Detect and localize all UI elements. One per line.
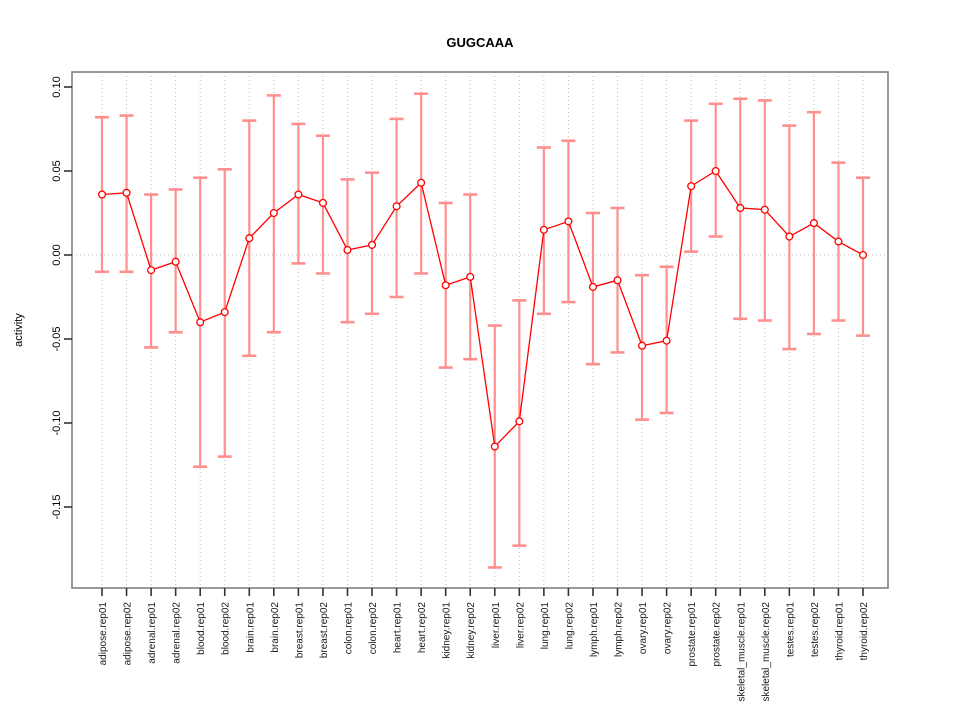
data-point xyxy=(858,250,868,260)
plot-frame xyxy=(71,71,889,589)
x-tick-label: adrenal.rep02 xyxy=(172,602,183,664)
x-tick-label: brain.rep02 xyxy=(270,602,281,653)
x-tick-label: liver.rep02 xyxy=(515,602,526,649)
x-tick-label: prostate.rep02 xyxy=(712,602,723,667)
chart-title: GUGCAAA xyxy=(446,35,514,50)
data-point xyxy=(515,417,524,426)
x-tick-label: thyroid.rep02 xyxy=(859,602,870,661)
y-tick-label: 0.05 xyxy=(51,160,63,181)
y-tick-label: 0.00 xyxy=(51,244,63,265)
x-tick-label: lymph.rep02 xyxy=(614,602,625,657)
data-point xyxy=(196,318,205,327)
data-point xyxy=(220,308,229,317)
x-tick-label: prostate.rep01 xyxy=(687,602,698,667)
data-point xyxy=(367,240,377,249)
x-tick-label: lung.rep02 xyxy=(564,602,575,650)
x-tick-label: testes.rep02 xyxy=(810,602,821,657)
data-point xyxy=(760,205,769,214)
x-axis: adipose.rep01 adipose.rep02 adrenal.rep01 a… xyxy=(98,588,870,702)
y-axis: 0.10 0.05 0.00 -0.05 -0.10 -0.15 xyxy=(51,76,72,520)
x-tick-label: ovary.rep01 xyxy=(638,602,649,655)
data-point xyxy=(638,341,647,350)
x-tick-label: colon.rep01 xyxy=(343,602,354,655)
data-point xyxy=(466,272,475,281)
data-point xyxy=(588,282,598,291)
data-point xyxy=(539,225,548,234)
x-tick-label: heart.rep01 xyxy=(393,602,404,654)
data-point xyxy=(662,336,671,345)
x-tick-label: breast.rep01 xyxy=(294,602,305,659)
data-point xyxy=(564,217,573,226)
data-point xyxy=(392,202,401,211)
x-tick-label: testes.rep01 xyxy=(785,602,796,657)
data-point xyxy=(269,208,278,218)
data-point xyxy=(122,188,131,197)
data-point xyxy=(711,166,720,176)
y-tick-label: 0.10 xyxy=(51,76,63,97)
y-tick-label: -0.05 xyxy=(51,326,63,351)
data-point xyxy=(147,266,156,275)
x-tick-label: skeletal_muscle.rep02 xyxy=(761,602,772,702)
y-tick-label: -0.10 xyxy=(51,410,63,435)
data-point xyxy=(490,442,499,451)
data-point xyxy=(318,198,327,207)
x-tick-label: breast.rep02 xyxy=(319,602,330,659)
x-tick-label: blood.rep02 xyxy=(221,602,232,655)
x-tick-label: blood.rep01 xyxy=(196,602,207,655)
x-tick-label: kidney.rep01 xyxy=(442,602,453,659)
x-tick-label: colon.rep02 xyxy=(368,602,379,655)
x-tick-label: lung.rep01 xyxy=(540,602,551,650)
x-tick-label: ovary.rep02 xyxy=(663,602,674,655)
x-tick-label: adipose.rep02 xyxy=(123,602,134,666)
data-line xyxy=(101,170,864,448)
data-point xyxy=(245,234,254,243)
data-point xyxy=(834,237,843,246)
x-tick-label: thyroid.rep01 xyxy=(834,602,845,661)
data-point xyxy=(343,245,352,255)
data-point xyxy=(417,178,426,187)
x-tick-label: kidney.rep02 xyxy=(466,602,477,659)
x-tick-label: adipose.rep01 xyxy=(98,602,109,666)
x-tick-label: adrenal.rep01 xyxy=(147,602,158,664)
data-point xyxy=(809,219,818,228)
data-point xyxy=(294,190,303,199)
data-point xyxy=(687,182,696,191)
y-tick-label: -0.15 xyxy=(51,494,63,519)
data-point xyxy=(97,190,107,199)
x-tick-label: lymph.rep01 xyxy=(589,602,600,657)
data-point xyxy=(785,232,794,241)
x-tick-label: skeletal_muscle.rep01 xyxy=(736,602,747,702)
data-point xyxy=(441,281,450,290)
data-point xyxy=(613,276,622,285)
x-tick-label: brain.rep01 xyxy=(245,602,256,653)
x-tick-label: heart.rep02 xyxy=(417,602,428,654)
y-axis-label: activity xyxy=(13,313,25,347)
data-points xyxy=(97,166,868,451)
x-tick-label: liver.rep01 xyxy=(491,602,502,649)
data-point xyxy=(171,257,180,266)
data-point xyxy=(736,203,745,213)
